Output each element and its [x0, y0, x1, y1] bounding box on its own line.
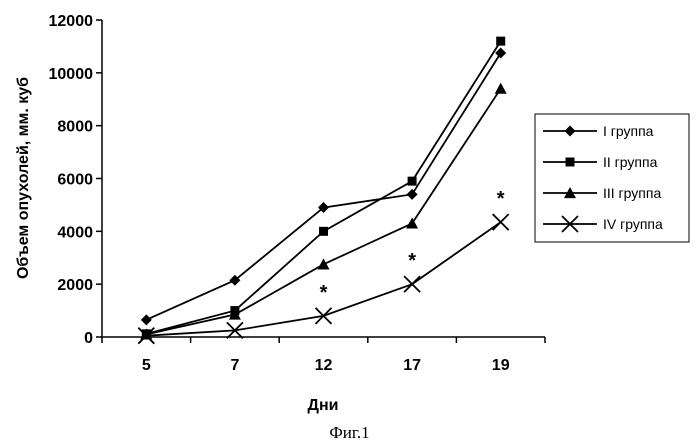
y-tick-label: 4000 [57, 224, 93, 241]
y-tick-label: 8000 [57, 119, 93, 136]
x-tick-label: 12 [315, 357, 333, 374]
data-point [318, 258, 330, 269]
data-point [141, 314, 152, 325]
x-tick-label: 5 [142, 357, 151, 374]
legend-marker [566, 158, 575, 167]
y-axis-title: Объем опухолей, мм. куб [15, 77, 32, 279]
data-point [404, 276, 420, 292]
x-tick-label: 19 [492, 357, 510, 374]
x-tick-label: 17 [403, 357, 421, 374]
legend-label: I группа [603, 123, 654, 139]
x-axis-title: Дни [308, 397, 339, 414]
y-tick-label: 10000 [49, 66, 94, 83]
data-point [493, 214, 509, 230]
data-point [495, 48, 506, 59]
legend: I группа II группа III группа IV группа [535, 114, 689, 242]
legend-label: II группа [603, 154, 658, 170]
significance-annotation: * [320, 282, 328, 304]
y-tick-label: 0 [84, 330, 93, 347]
data-point [319, 227, 328, 236]
line-chart: 0 2000 4000 6000 8000 10000 12000 5 7 12 17 19 * ** … [0, 0, 699, 420]
y-tick-label: 12000 [49, 13, 94, 30]
data-point [407, 189, 418, 200]
y-tick-label: 2000 [57, 277, 93, 294]
series-line [146, 53, 500, 320]
y-tick-label: 6000 [57, 172, 93, 189]
series-line [146, 222, 500, 336]
significance-annotation: * [497, 188, 505, 210]
x-tick-label: 7 [230, 357, 239, 374]
significance-annotation: * [408, 250, 416, 272]
chart-annotations: * * * [320, 188, 505, 304]
legend-label: III группа [603, 185, 661, 201]
data-point [496, 37, 505, 46]
legend-label: IV группа [603, 216, 663, 232]
data-point [495, 83, 507, 94]
figure-caption: Фиг.1 [0, 423, 699, 443]
data-point [316, 308, 332, 324]
data-point [408, 177, 417, 186]
data-point [406, 217, 418, 228]
